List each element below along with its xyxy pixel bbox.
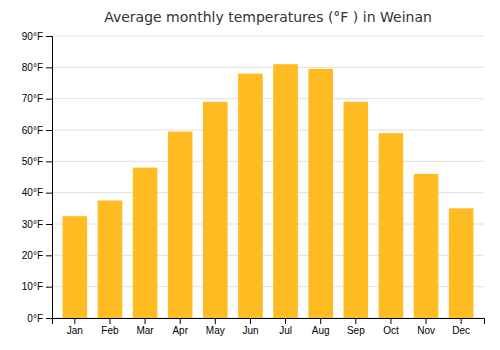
- x-tick-label: Jan: [67, 325, 83, 336]
- x-tick-label: Apr: [172, 325, 188, 336]
- x-tick-label: Aug: [312, 325, 330, 336]
- grid-line: [52, 161, 484, 162]
- x-tick: Jul: [279, 318, 292, 336]
- x-tick-label: Mar: [136, 325, 154, 336]
- x-tick: Mar: [136, 318, 154, 336]
- bar: [449, 208, 474, 318]
- chart: 0°F 10°F 20°F 30°F 40°F 50°F 60°F 70°F 80°F 90°F J…: [0, 0, 500, 350]
- title: Average monthly temperatures (°F ) in We…: [104, 9, 432, 25]
- grid-line: [52, 36, 484, 37]
- y-tick: 40°F: [22, 187, 52, 198]
- x-tick-label: Feb: [101, 325, 119, 336]
- y-tick-label: 40°F: [22, 187, 43, 198]
- y-tick: 70°F: [22, 93, 52, 104]
- x-tick-label: Oct: [383, 325, 399, 336]
- x-tick: Sep: [347, 318, 365, 336]
- x-tick-label: Nov: [417, 325, 435, 336]
- x-tick-mark: [180, 318, 181, 324]
- bar: [203, 102, 228, 318]
- y-axis: 0°F 10°F 20°F 30°F 40°F 50°F 60°F 70°F 80°F 90°F: [22, 31, 53, 324]
- y-tick: 30°F: [22, 219, 52, 230]
- y-tick-mark: [46, 193, 52, 194]
- y-tick-mark: [46, 99, 52, 100]
- x-tick-label: Dec: [452, 325, 470, 336]
- x-axis-line: [53, 319, 485, 325]
- y-tick-mark: [46, 255, 52, 256]
- bar: [168, 132, 193, 318]
- x-tick: Dec: [452, 318, 470, 336]
- y-tick-label: 60°F: [22, 125, 43, 136]
- y-tick: 10°F: [22, 281, 52, 292]
- x-tick-mark: [285, 318, 286, 324]
- grid-line: [52, 67, 484, 68]
- y-tick-mark: [46, 318, 52, 319]
- bar: [273, 64, 298, 318]
- x-tick-mark: [109, 318, 110, 324]
- x-tick: Oct: [383, 318, 399, 336]
- x-tick-label: May: [206, 325, 225, 336]
- y-tick-mark: [46, 287, 52, 288]
- bar: [344, 102, 369, 318]
- y-tick-label: 20°F: [22, 250, 43, 261]
- x-tick-mark: [74, 318, 75, 324]
- y-tick-label: 90°F: [22, 31, 43, 42]
- x-axis: Jan Feb Mar Apr May Jun Jul Aug Sep Oct Nov Dec: [53, 318, 485, 336]
- bar: [133, 168, 158, 318]
- x-tick-mark: [390, 318, 391, 324]
- x-tick: Aug: [312, 318, 330, 336]
- bar: [379, 133, 404, 318]
- y-tick-label: 50°F: [22, 156, 43, 167]
- y-tick: 20°F: [22, 250, 52, 261]
- y-tick: 60°F: [22, 125, 52, 136]
- y-tick-label: 10°F: [22, 281, 43, 292]
- x-tick-mark: [145, 318, 146, 324]
- y-axis-line: [46, 37, 53, 319]
- grid-line: [52, 98, 484, 99]
- bars: [63, 64, 474, 318]
- y-tick-mark: [46, 36, 52, 37]
- x-tick-mark: [250, 318, 251, 324]
- grid: [52, 36, 484, 318]
- y-tick: 0°F: [27, 313, 52, 324]
- y-tick: 90°F: [22, 31, 52, 42]
- y-tick-label: 70°F: [22, 93, 43, 104]
- y-tick-label: 0°F: [27, 313, 43, 324]
- x-tick-mark: [461, 318, 462, 324]
- x-tick: Jun: [242, 318, 258, 336]
- x-tick-label: Sep: [347, 325, 365, 336]
- x-tick: Nov: [417, 318, 435, 336]
- x-tick: Apr: [172, 318, 188, 336]
- y-tick-label: 80°F: [22, 62, 43, 73]
- bar: [308, 69, 333, 318]
- grid-line: [52, 130, 484, 131]
- y-tick-mark: [46, 161, 52, 162]
- y-tick-label: 30°F: [22, 219, 43, 230]
- x-tick: Jan: [67, 318, 83, 336]
- bar: [414, 174, 439, 318]
- y-tick-mark: [46, 130, 52, 131]
- y-tick-mark: [46, 67, 52, 68]
- x-tick-mark: [215, 318, 216, 324]
- bar: [63, 216, 88, 318]
- x-tick-label: Jul: [279, 325, 292, 336]
- x-tick-mark: [320, 318, 321, 324]
- y-tick: 50°F: [22, 156, 52, 167]
- x-tick-label: Jun: [242, 325, 258, 336]
- plot: 0°F 10°F 20°F 30°F 40°F 50°F 60°F 70°F 80°F 90°F J…: [22, 31, 485, 336]
- x-tick: Feb: [101, 318, 119, 336]
- x-tick-mark: [355, 318, 356, 324]
- y-tick-mark: [46, 224, 52, 225]
- bar: [98, 201, 123, 319]
- x-tick-mark: [426, 318, 427, 324]
- bar: [238, 74, 263, 318]
- x-tick: May: [206, 318, 225, 336]
- y-tick: 80°F: [22, 62, 52, 73]
